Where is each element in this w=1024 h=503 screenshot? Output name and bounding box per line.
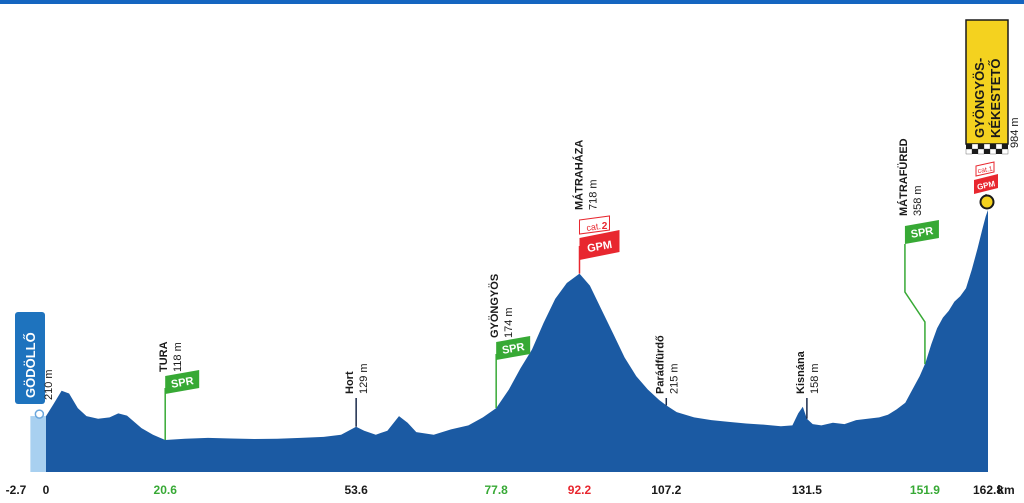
route-point-4: cat. 2 GPM MÁTRAHÁZA 718 m: [572, 140, 620, 274]
gpm-cat2-badge: cat. 2 GPM: [578, 215, 620, 260]
point-line: [904, 244, 926, 365]
checker-square: [972, 149, 978, 154]
checker-square: [983, 143, 991, 150]
checker-square: [1002, 144, 1008, 149]
checker-square: [990, 144, 996, 149]
spr-badge: SPR: [165, 370, 200, 394]
top-rule: [0, 0, 1024, 4]
checker-square: [989, 148, 997, 155]
checker-square: [984, 149, 990, 154]
point-altitude: 215 m: [668, 363, 680, 394]
km-label: 162.8: [973, 483, 1003, 497]
checker-square: [978, 144, 984, 149]
checker-square: [965, 148, 973, 155]
point-altitude: 358 m: [912, 185, 924, 216]
checker-square: [995, 143, 1003, 150]
gpm-label: GPM: [586, 239, 613, 255]
km-unit: km: [997, 483, 1014, 497]
point-altitude: 210 m: [43, 369, 55, 400]
km-label: 53.6: [344, 483, 368, 497]
spr-label: SPR: [170, 375, 194, 391]
point-altitude: 158 m: [809, 363, 821, 394]
route-point-5: Parádfürdő 215 m: [654, 335, 680, 406]
route-point-2: Hort 129 m: [344, 363, 370, 427]
start-point-marker: [34, 409, 45, 419]
km-labels-layer: 0 20.6 53.6 77.8 92.2 107.2 131.5 151.9 162.8 -2.…: [6, 483, 1015, 497]
gpm-flag-shape: [974, 174, 998, 194]
route-point-0: GÖDÖLLŐ 210 m: [15, 312, 55, 419]
km-label: 20.6: [154, 483, 178, 497]
point-name: MÁTRAHÁZA: [572, 140, 585, 210]
spr-badge: SPR: [496, 336, 531, 360]
cat-tag: [975, 161, 995, 177]
cat-label: cat.1: [977, 166, 993, 176]
point-altitude: 174 m: [503, 307, 515, 338]
km-label: 131.5: [792, 483, 822, 497]
start-town-name: GÖDÖLLŐ: [23, 332, 38, 398]
spr-flag-shape: [904, 220, 939, 244]
checker-square: [1001, 148, 1009, 155]
checker-square: [977, 148, 985, 155]
spr-label: SPR: [501, 341, 525, 357]
checker-square: [971, 143, 979, 150]
point-name: TURA: [158, 341, 170, 372]
cat-tag: [578, 215, 610, 235]
km-label: 107.2: [651, 483, 681, 497]
cat-number: 2: [602, 221, 608, 232]
spr-flag-shape: [496, 336, 531, 360]
cat-label: cat.: [586, 221, 602, 233]
point-name: Kisnána: [795, 350, 807, 394]
finish-point-marker: [979, 194, 995, 210]
km-label: 92.2: [568, 483, 592, 497]
point-name: Hort: [344, 371, 356, 394]
profile-area: [46, 210, 988, 472]
gpm-cat1-badge: cat.1 GPM: [974, 161, 998, 194]
gpm-flag-shape: [579, 230, 620, 260]
route-point-6: Kisnána 158 m: [795, 350, 821, 419]
point-altitude: 129 m: [358, 363, 370, 394]
gpm-label: GPM: [976, 179, 996, 192]
start-label-box: [15, 312, 45, 404]
finish-label-box: GYÖNGYÖS- KÉKESTETŐ: [965, 19, 1009, 155]
checker-square: [966, 144, 972, 149]
point-name: MÁTRAFÜRED: [897, 138, 910, 216]
checker-square: [996, 149, 1002, 154]
km-label: 151.9: [910, 483, 940, 497]
start-band: [30, 416, 46, 472]
point-name: GYÖNGYÖS: [488, 274, 501, 338]
point-name: Parádfürdő: [654, 335, 666, 394]
spr-label: SPR: [910, 225, 934, 241]
point-altitude: 984 m: [1009, 117, 1021, 148]
spr-flag-shape: [165, 370, 200, 394]
km-label-start: -2.7: [6, 483, 27, 497]
point-altitude: 118 m: [172, 342, 184, 372]
km-label: 77.8: [484, 483, 508, 497]
finish-name-line1: GYÖNGYÖS-: [972, 58, 987, 138]
finish-name-line2: KÉKESTETŐ: [988, 59, 1003, 138]
km-label: 0: [43, 483, 50, 497]
spr-badge: SPR: [904, 220, 939, 244]
point-altitude: 718 m: [587, 179, 599, 210]
